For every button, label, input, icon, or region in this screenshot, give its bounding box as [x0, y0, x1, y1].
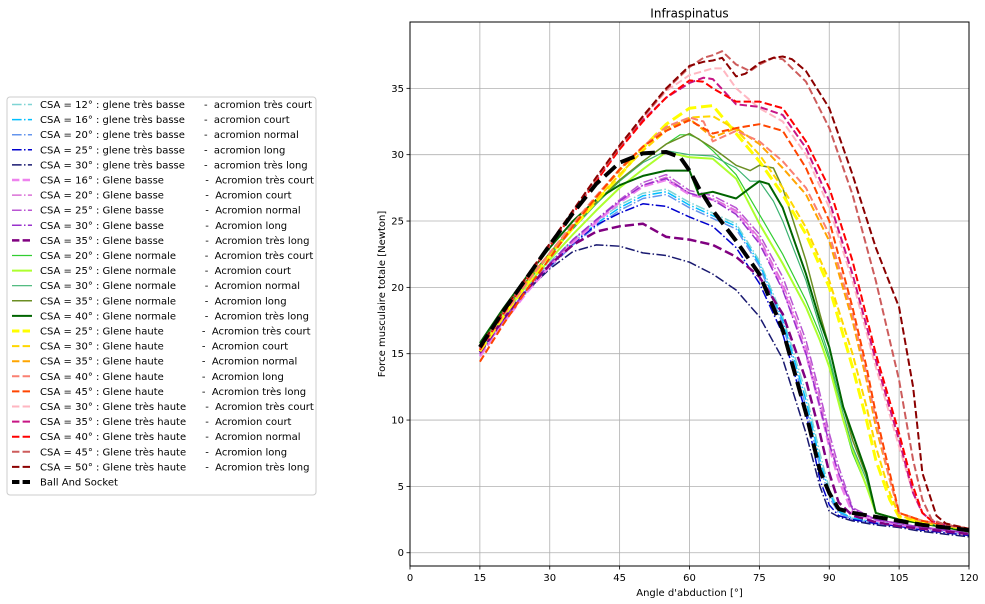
x-axis-label: Angle d'abduction [°] [636, 588, 743, 599]
legend-label-22: CSA = 40° : Glene très haute - Acromion … [40, 431, 301, 443]
series-line-1 [479, 191, 970, 534]
legend-label-6: CSA = 20° : Glene basse - Acromion court [40, 191, 292, 202]
chart-title: Infraspinatus [650, 7, 728, 21]
legend-label-13: CSA = 35° : Glene normale - Acromion lon… [40, 296, 287, 307]
y-tick-label-5: 25 [391, 217, 404, 228]
legend-label-17: CSA = 35° : Glene haute - Acromion norma… [40, 357, 297, 368]
legend-entries: CSA = 12° : glene très basse - acromion … [12, 99, 314, 489]
legend-label-9: CSA = 35° : Glene basse - Acromion très … [40, 235, 310, 247]
y-tick-label-6: 30 [391, 150, 404, 161]
legend-label-5: CSA = 16° : Glene basse - Acromion très … [40, 175, 314, 187]
y-tick-label-1: 5 [398, 482, 404, 493]
legend-label-19: CSA = 45° : Glene haute - Acromion très … [40, 386, 306, 398]
series-line-5 [478, 178, 970, 535]
y-tick-label-7: 35 [391, 84, 404, 95]
y-axis-ticks: 0 5 10 15 20 25 30 35 [391, 84, 410, 559]
legend-label-12: CSA = 30° : Glene normale - Acromion nor… [40, 281, 300, 292]
series-line-19 [479, 119, 970, 530]
plot-series [478, 50, 970, 538]
x-tick-label-6: 90 [823, 573, 836, 584]
x-tick-label-3: 45 [613, 573, 626, 584]
series-line-6 [479, 176, 970, 534]
series-line-9 [478, 222, 970, 536]
legend-label-4: CSA = 30° : glene très basse - acromion … [40, 159, 308, 171]
x-axis-ticks: 0 15 30 45 60 75 90 105 120 [407, 566, 979, 584]
x-tick-label-5: 75 [753, 573, 766, 584]
x-tick-label-1: 15 [474, 573, 487, 584]
legend-label-11: CSA = 25° : Glene normale - Acromion cou… [40, 266, 291, 277]
series-line-24 [479, 55, 970, 530]
x-tick-label-4: 60 [683, 573, 696, 584]
x-tick-label-2: 30 [543, 573, 556, 584]
legend-label-10: CSA = 20° : Glene normale - Acromion trè… [40, 250, 313, 262]
legend-label-0: CSA = 12° : glene très basse - acromion … [40, 99, 312, 111]
legend-label-3: CSA = 25° : glene très basse - acromion … [40, 144, 285, 156]
legend-label-2: CSA = 20° : glene très basse - acromion … [40, 129, 299, 141]
series-line-15 [478, 104, 970, 531]
legend: CSA = 12° : glene très basse - acromion … [6, 96, 317, 496]
x-tick-label-7: 105 [890, 573, 909, 584]
x-tick-label-0: 0 [407, 573, 413, 584]
legend-label-16: CSA = 30° : Glene haute - Acromion court [40, 342, 288, 353]
legend-label-7: CSA = 25° : Glene basse - Acromion norma… [40, 206, 301, 217]
legend-label-24: CSA = 50° : Glene très haute - Acromion … [40, 461, 309, 473]
legend-label-15: CSA = 25° : Glene haute - Acromion très … [40, 326, 311, 338]
legend-label-1: CSA = 16° : glene très basse - acromion … [40, 114, 290, 126]
legend-label-14: CSA = 40° : Glene normale - Acromion trè… [40, 310, 309, 322]
legend-label-25: Ball And Socket [40, 478, 118, 489]
legend-label-18: CSA = 40° : Glene haute - Acromion long [40, 372, 284, 383]
series-line-16 [479, 115, 970, 530]
y-tick-label-2: 10 [391, 416, 404, 427]
legend-frame [6, 96, 317, 496]
y-tick-label-3: 15 [391, 349, 404, 360]
y-tick-label-4: 20 [391, 283, 404, 294]
legend-label-8: CSA = 30° : Glene basse - Acromion long [40, 221, 287, 232]
x-tick-label-8: 120 [959, 573, 978, 584]
series-line-8 [479, 177, 970, 534]
series-line-4 [479, 244, 970, 538]
series-line-18 [479, 116, 970, 530]
legend-label-20: CSA = 30° : Glene très haute - Acromion … [40, 401, 314, 413]
legend-label-23: CSA = 45° : Glene très haute - Acromion … [40, 446, 287, 458]
legend-label-21: CSA = 35° : Glene très haute - Acromion … [40, 416, 292, 428]
y-tick-label-0: 0 [398, 548, 404, 559]
y-axis-label: Force musculaire totale [Newton] [377, 211, 388, 378]
